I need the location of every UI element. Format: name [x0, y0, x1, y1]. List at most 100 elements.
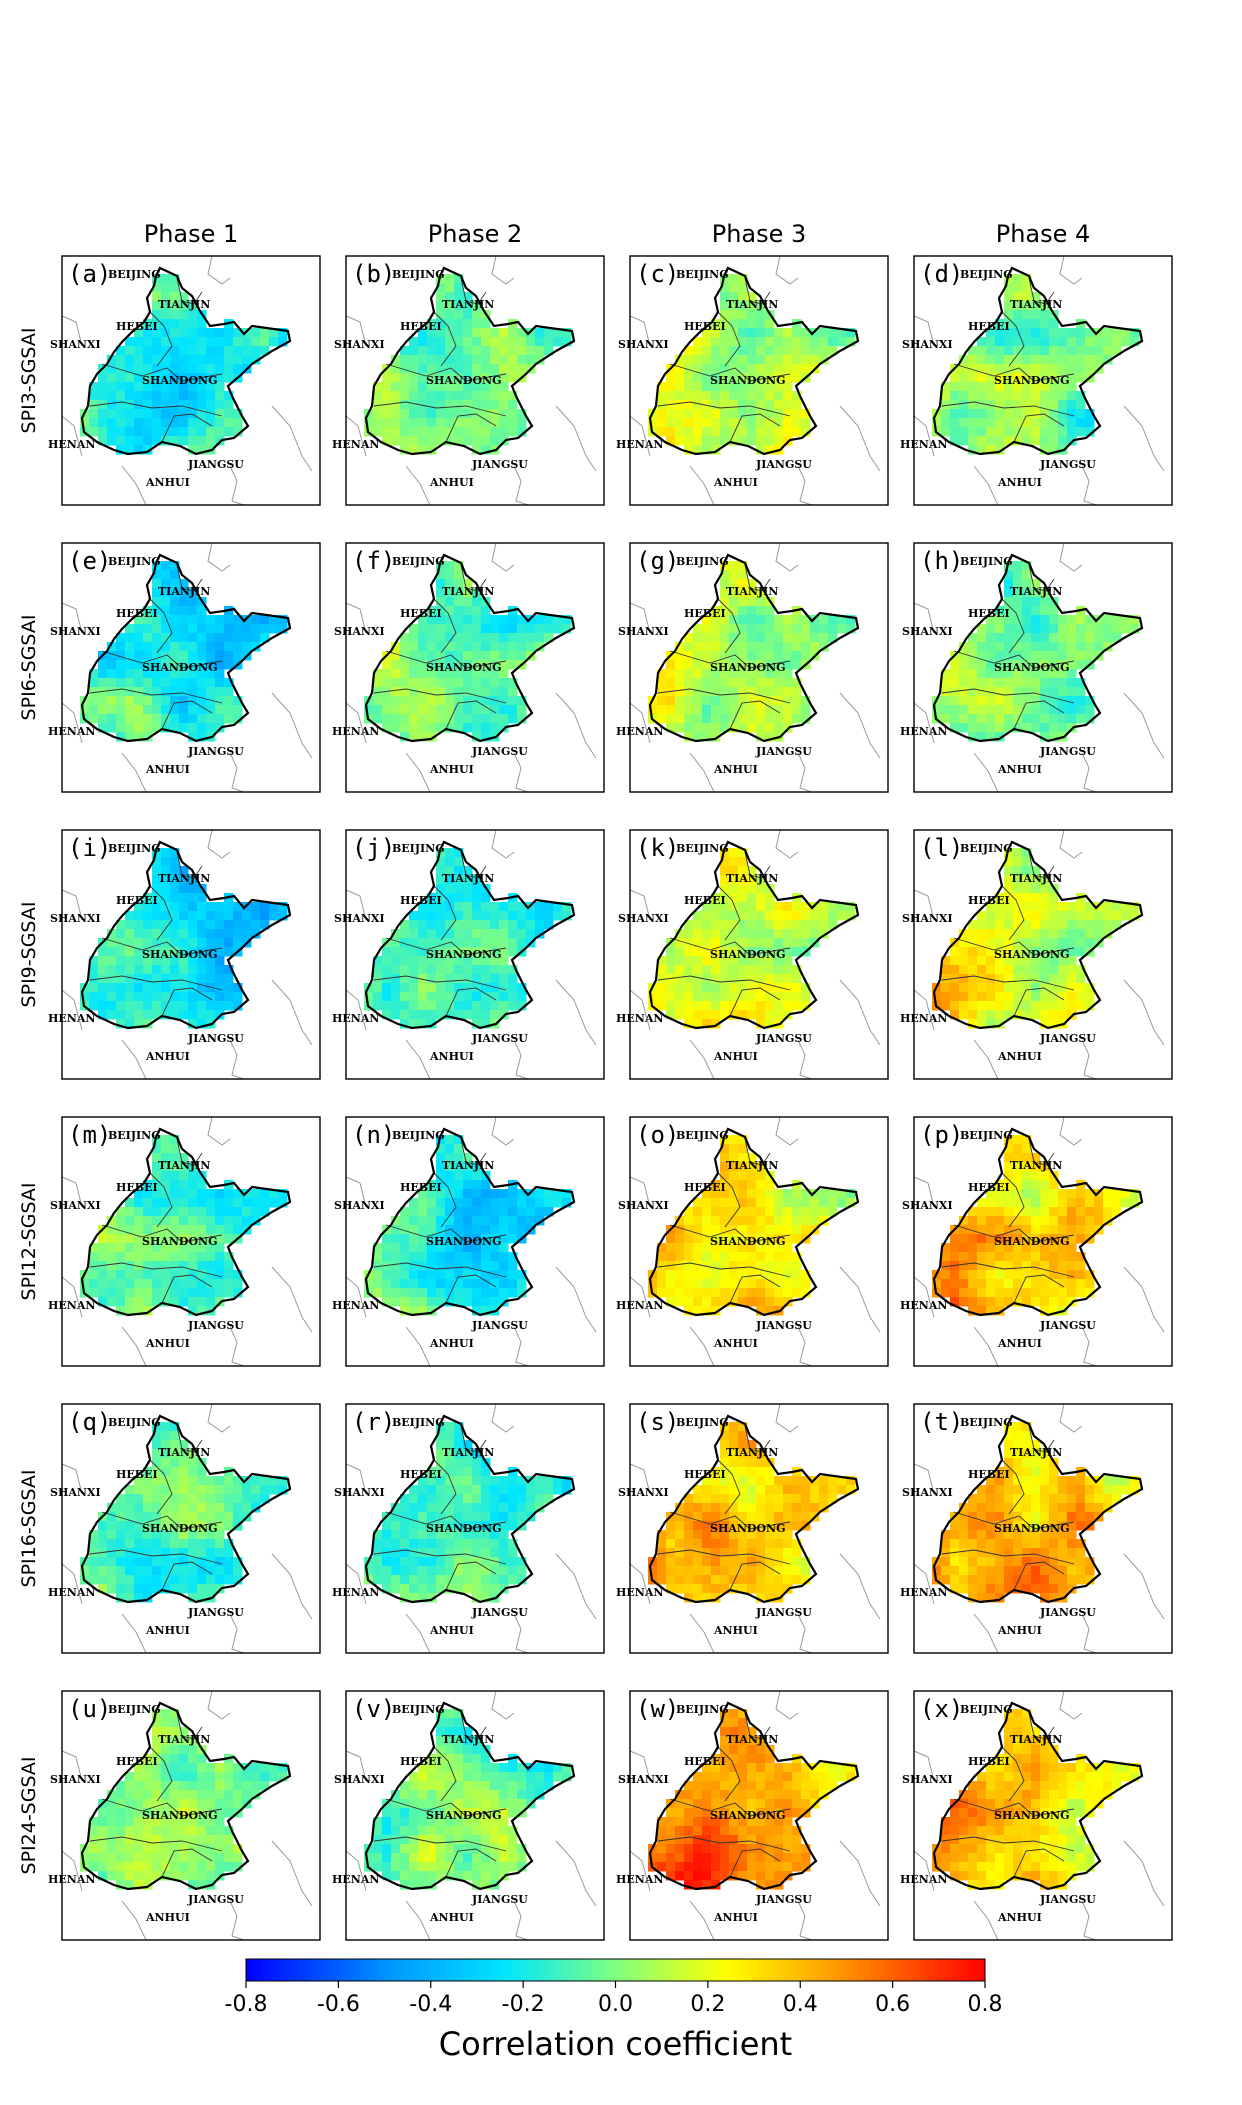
- grid-cell: [152, 1557, 162, 1567]
- grid-cell: [143, 1494, 153, 1504]
- grid-cell: [693, 642, 703, 652]
- grid-cell: [206, 1261, 216, 1271]
- grid-cell: [986, 1198, 996, 1208]
- grid-cell: [188, 983, 198, 993]
- grid-cell: [1094, 633, 1104, 643]
- grid-cell: [517, 633, 527, 643]
- grid-cell: [684, 1216, 694, 1226]
- grid-cell: [445, 418, 455, 428]
- grid-cell: [1004, 696, 1014, 706]
- neighbour-border: [513, 1039, 529, 1080]
- grid-cell: [125, 705, 135, 715]
- grid-cell: [675, 382, 685, 392]
- grid-cell: [170, 1180, 180, 1190]
- grid-cell: [161, 1476, 171, 1486]
- grid-cell: [454, 570, 464, 580]
- grid-cell: [134, 705, 144, 715]
- grid-cell: [152, 624, 162, 634]
- grid-cell: [463, 579, 473, 589]
- grid-cell: [508, 938, 518, 948]
- grid-cell: [711, 947, 721, 957]
- grid-cell: [197, 1010, 207, 1020]
- grid-cell: [152, 1252, 162, 1262]
- grid-cell: [400, 1575, 410, 1585]
- grid-cell: [472, 1306, 482, 1316]
- grid-cell: [986, 732, 996, 742]
- grid-cell: [774, 1297, 784, 1307]
- grid-cell: [152, 364, 162, 374]
- panel-letter: (n): [352, 1121, 395, 1149]
- grid-cell: [792, 427, 802, 437]
- grid-cell: [711, 651, 721, 661]
- grid-cell: [170, 579, 180, 589]
- grid-cell: [941, 1279, 951, 1289]
- grid-cell: [427, 696, 437, 706]
- grid-cell: [1049, 1225, 1059, 1235]
- grid-cell: [1004, 615, 1014, 625]
- grid-cell: [152, 346, 162, 356]
- province-border: [657, 688, 791, 704]
- grid-cell: [143, 893, 153, 903]
- grid-cell: [427, 328, 437, 338]
- grid-cell: [499, 965, 509, 975]
- grid-cell: [720, 570, 730, 580]
- grid-cell: [774, 633, 784, 643]
- grid-cell: [215, 947, 225, 957]
- grid-cell: [188, 1557, 198, 1567]
- grid-cell: [251, 1216, 261, 1226]
- grid-cell: [260, 1485, 270, 1495]
- grid-cell: [1040, 1270, 1050, 1280]
- grid-cell: [1040, 364, 1050, 374]
- grid-cell: [1121, 911, 1131, 921]
- grid-cell: [693, 1252, 703, 1262]
- grid-cell: [125, 400, 135, 410]
- grid-cell: [152, 1153, 162, 1163]
- province-label: HEBEI: [968, 894, 1010, 907]
- grid-cell: [125, 1306, 135, 1316]
- grid-cell: [454, 624, 464, 634]
- grid-cell: [409, 364, 419, 374]
- grid-cell: [1013, 1001, 1023, 1011]
- grid-cell: [1076, 911, 1086, 921]
- grid-cell: [242, 920, 252, 930]
- grid-cell: [720, 400, 730, 410]
- grid-cell: [720, 723, 730, 733]
- grid-cell: [986, 1252, 996, 1262]
- grid-cell: [188, 382, 198, 392]
- grid-cell: [188, 1180, 198, 1190]
- province-border: [1028, 1138, 1055, 1166]
- grid-cell: [436, 1476, 446, 1486]
- grid-cell: [1004, 669, 1014, 679]
- grid-cell: [1067, 705, 1077, 715]
- grid-cell: [206, 1288, 216, 1298]
- grid-cell: [188, 400, 198, 410]
- province-label: HEBEI: [116, 1181, 158, 1194]
- grid-cell: [553, 1189, 563, 1199]
- grid-cell: [436, 1252, 446, 1262]
- grid-cell: [1103, 902, 1113, 912]
- grid-cell: [995, 337, 1005, 347]
- grid-cell: [152, 965, 162, 975]
- grid-cell: [107, 373, 117, 383]
- grid-cell: [161, 373, 171, 383]
- grid-cell: [436, 1279, 446, 1289]
- grid-cell: [107, 1548, 117, 1558]
- panel-letter: (r): [352, 1408, 395, 1436]
- panel-letter: (e): [68, 547, 111, 575]
- grid-cell: [774, 373, 784, 383]
- grid-cell: [454, 1494, 464, 1504]
- grid-cell: [968, 696, 978, 706]
- grid-cell: [1013, 920, 1023, 930]
- grid-cell: [1013, 382, 1023, 392]
- grid-cell: [454, 1162, 464, 1172]
- grid-cell: [197, 1297, 207, 1307]
- grid-cell: [765, 633, 775, 643]
- grid-cell: [215, 920, 225, 930]
- neighbour-border: [913, 602, 935, 634]
- grid-cell: [188, 1584, 198, 1594]
- grid-cell: [278, 615, 288, 625]
- grid-cell: [508, 992, 518, 1002]
- province-border: [1013, 987, 1065, 1017]
- grid-cell: [783, 660, 793, 670]
- grid-cell: [206, 1270, 216, 1280]
